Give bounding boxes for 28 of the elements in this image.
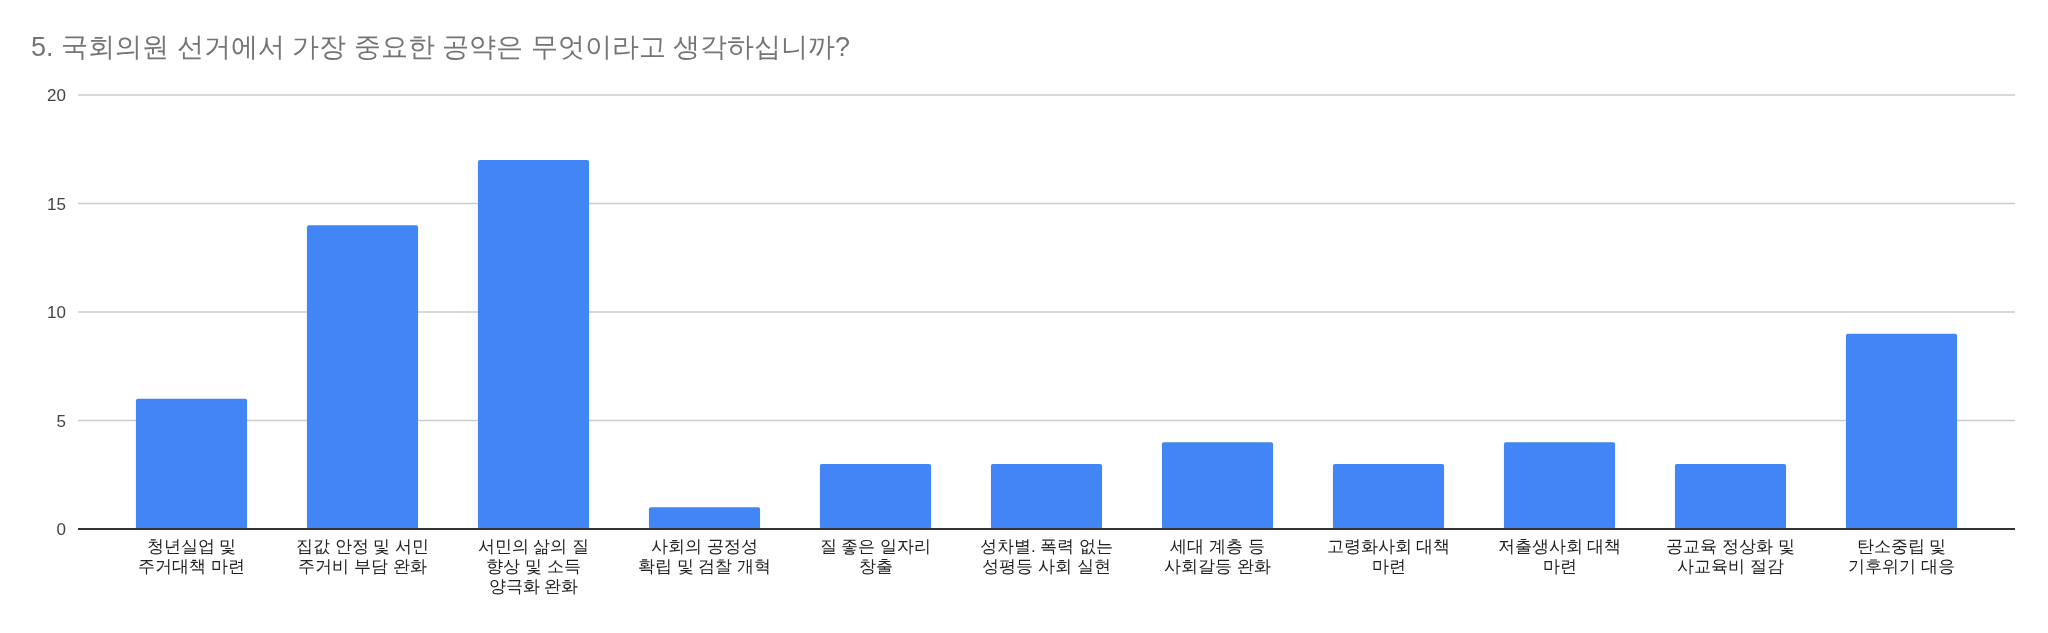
x-tick-label: 고령화사회 대책 마련 <box>1326 537 1451 576</box>
bar <box>1503 442 1616 529</box>
x-tick-label: 저출생사회 대책 마련 <box>1497 537 1622 576</box>
bar <box>990 463 1103 529</box>
x-tick-label: 탄소중립 및 기후위기 대응 <box>1848 537 1955 576</box>
bar <box>1845 333 1958 529</box>
bar <box>1674 463 1787 529</box>
x-tick-label: 청년실업 및 주거대책 마련 <box>138 537 245 576</box>
y-tick-label: 20 <box>47 86 66 105</box>
x-tick-label: 세대 계층 등 사회갈등 완화 <box>1164 537 1271 576</box>
y-tick-label: 15 <box>47 194 66 214</box>
x-tick-label: 사회의 공정성 확립 및 검찰 개혁 <box>637 537 772 576</box>
x-tick-label: 성차별. 폭력 없는 성평등 사회 실현 <box>979 537 1114 576</box>
y-tick-label: 5 <box>56 411 66 431</box>
bar <box>135 398 248 529</box>
x-tick-label: 질 좋은 일자리 창출 <box>819 537 932 576</box>
chart-title: 5. 국회의원 선거에서 가장 중요한 공약은 무엇이라고 생각하십니까? <box>31 32 851 62</box>
bar <box>1332 463 1445 529</box>
x-tick-label: 집값 안정 및 서민 주거비 부담 완화 <box>295 537 430 576</box>
bar <box>306 225 419 529</box>
x-tick-label: 서민의 삶의 질 향상 및 소득 양극화 완화 <box>477 537 590 596</box>
bar <box>1161 442 1274 529</box>
bar <box>477 160 590 529</box>
x-tick-label: 공교육 정상화 및 사교육비 절감 <box>1666 537 1795 576</box>
bar <box>819 463 932 529</box>
y-tick-label: 0 <box>56 520 66 539</box>
y-tick-label: 10 <box>47 303 66 322</box>
bar <box>648 507 761 529</box>
